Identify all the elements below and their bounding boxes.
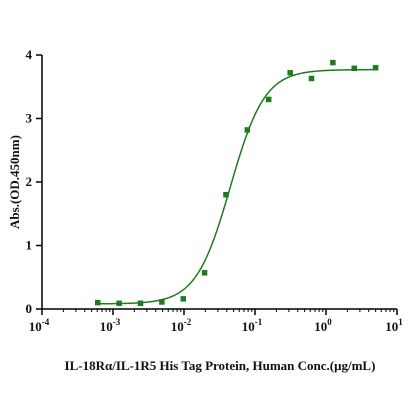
data-point bbox=[372, 64, 379, 71]
data-point bbox=[116, 300, 122, 307]
data-point bbox=[223, 191, 229, 198]
x-tick-label: 101 bbox=[385, 317, 403, 334]
data-point bbox=[330, 59, 336, 66]
y-tick-label: 1 bbox=[26, 238, 33, 253]
data-point bbox=[201, 270, 208, 276]
data-point bbox=[287, 70, 293, 76]
data-point bbox=[308, 75, 315, 82]
plot-area: 0 1 2 3 4 10-4 10-3 10-2 10-1 100 101 bbox=[26, 47, 404, 334]
y-tick-label: 2 bbox=[26, 174, 33, 189]
x-tick-label: 10-3 bbox=[100, 317, 121, 334]
data-points bbox=[95, 59, 379, 307]
data-point bbox=[244, 127, 251, 133]
y-tick-label: 3 bbox=[26, 111, 33, 126]
y-ticks: 0 1 2 3 4 bbox=[26, 47, 42, 316]
fit-curve bbox=[97, 68, 376, 305]
data-point bbox=[351, 65, 358, 72]
data-point bbox=[95, 299, 101, 306]
x-tick-label: 10-2 bbox=[171, 317, 192, 334]
x-axis-title: IL-18Rα/IL-1R5 His Tag Protein, Human Co… bbox=[65, 358, 376, 373]
x-ticks: 10-4 10-3 10-2 10-1 100 101 bbox=[29, 309, 403, 334]
data-point bbox=[159, 299, 165, 305]
y-tick-label: 0 bbox=[26, 301, 33, 316]
x-tick-label: 10-4 bbox=[29, 317, 50, 334]
y-axis-title: Abs.(OD.450nm) bbox=[7, 135, 22, 229]
data-point bbox=[265, 96, 272, 103]
data-point bbox=[180, 296, 187, 302]
y-tick-label: 4 bbox=[26, 47, 33, 62]
x-tick-label: 10-1 bbox=[242, 317, 263, 334]
x-tick-label: 100 bbox=[314, 317, 332, 334]
data-point bbox=[137, 300, 144, 307]
